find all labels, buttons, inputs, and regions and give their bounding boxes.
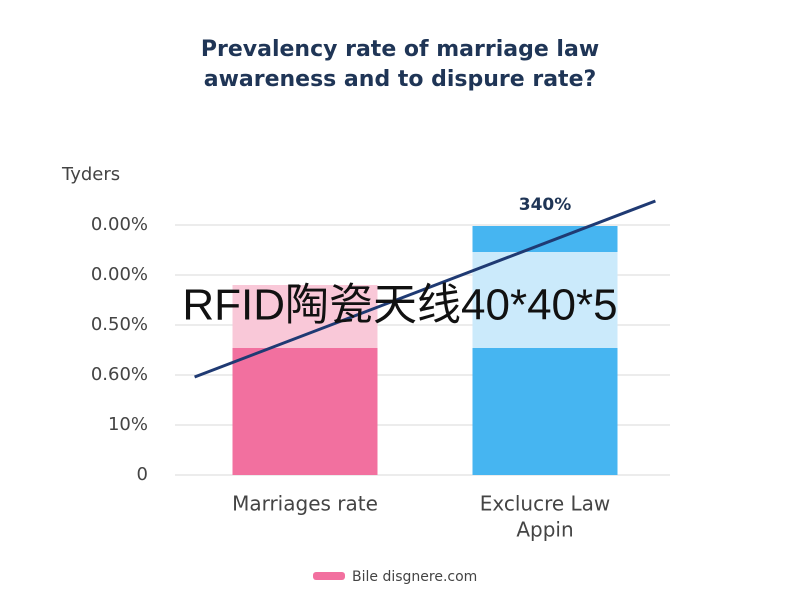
x-tick-label: Appin <box>516 518 573 542</box>
y-tick-label: 0 <box>137 464 148 485</box>
annotation: 340% <box>519 195 572 215</box>
legend-label: Bile disgnere.com <box>352 569 477 585</box>
y-tick-label: 10% <box>108 414 148 435</box>
y-tick-label: 0.60% <box>91 364 148 385</box>
y-tick-label: 0.00% <box>91 214 148 235</box>
chart-title: Prevalency rate of marriage law <box>201 37 599 62</box>
legend-swatch <box>313 572 345 580</box>
y-axis-label: Tyders <box>61 164 120 185</box>
bar-segment <box>472 252 618 348</box>
bar-segment <box>472 226 618 252</box>
y-tick-label: 0.50% <box>91 314 148 335</box>
chart-title: awareness and to dispure rate? <box>204 67 597 92</box>
bar-segment <box>232 348 378 475</box>
trend-line <box>194 199 656 379</box>
watermark: RFID陶瓷天线40*40*5 <box>182 281 617 330</box>
y-tick-label: 0.00% <box>91 264 148 285</box>
x-tick-label: Marriages rate <box>232 492 378 516</box>
bar-segment <box>472 348 618 475</box>
x-tick-label: Exclucre Law <box>480 492 611 516</box>
